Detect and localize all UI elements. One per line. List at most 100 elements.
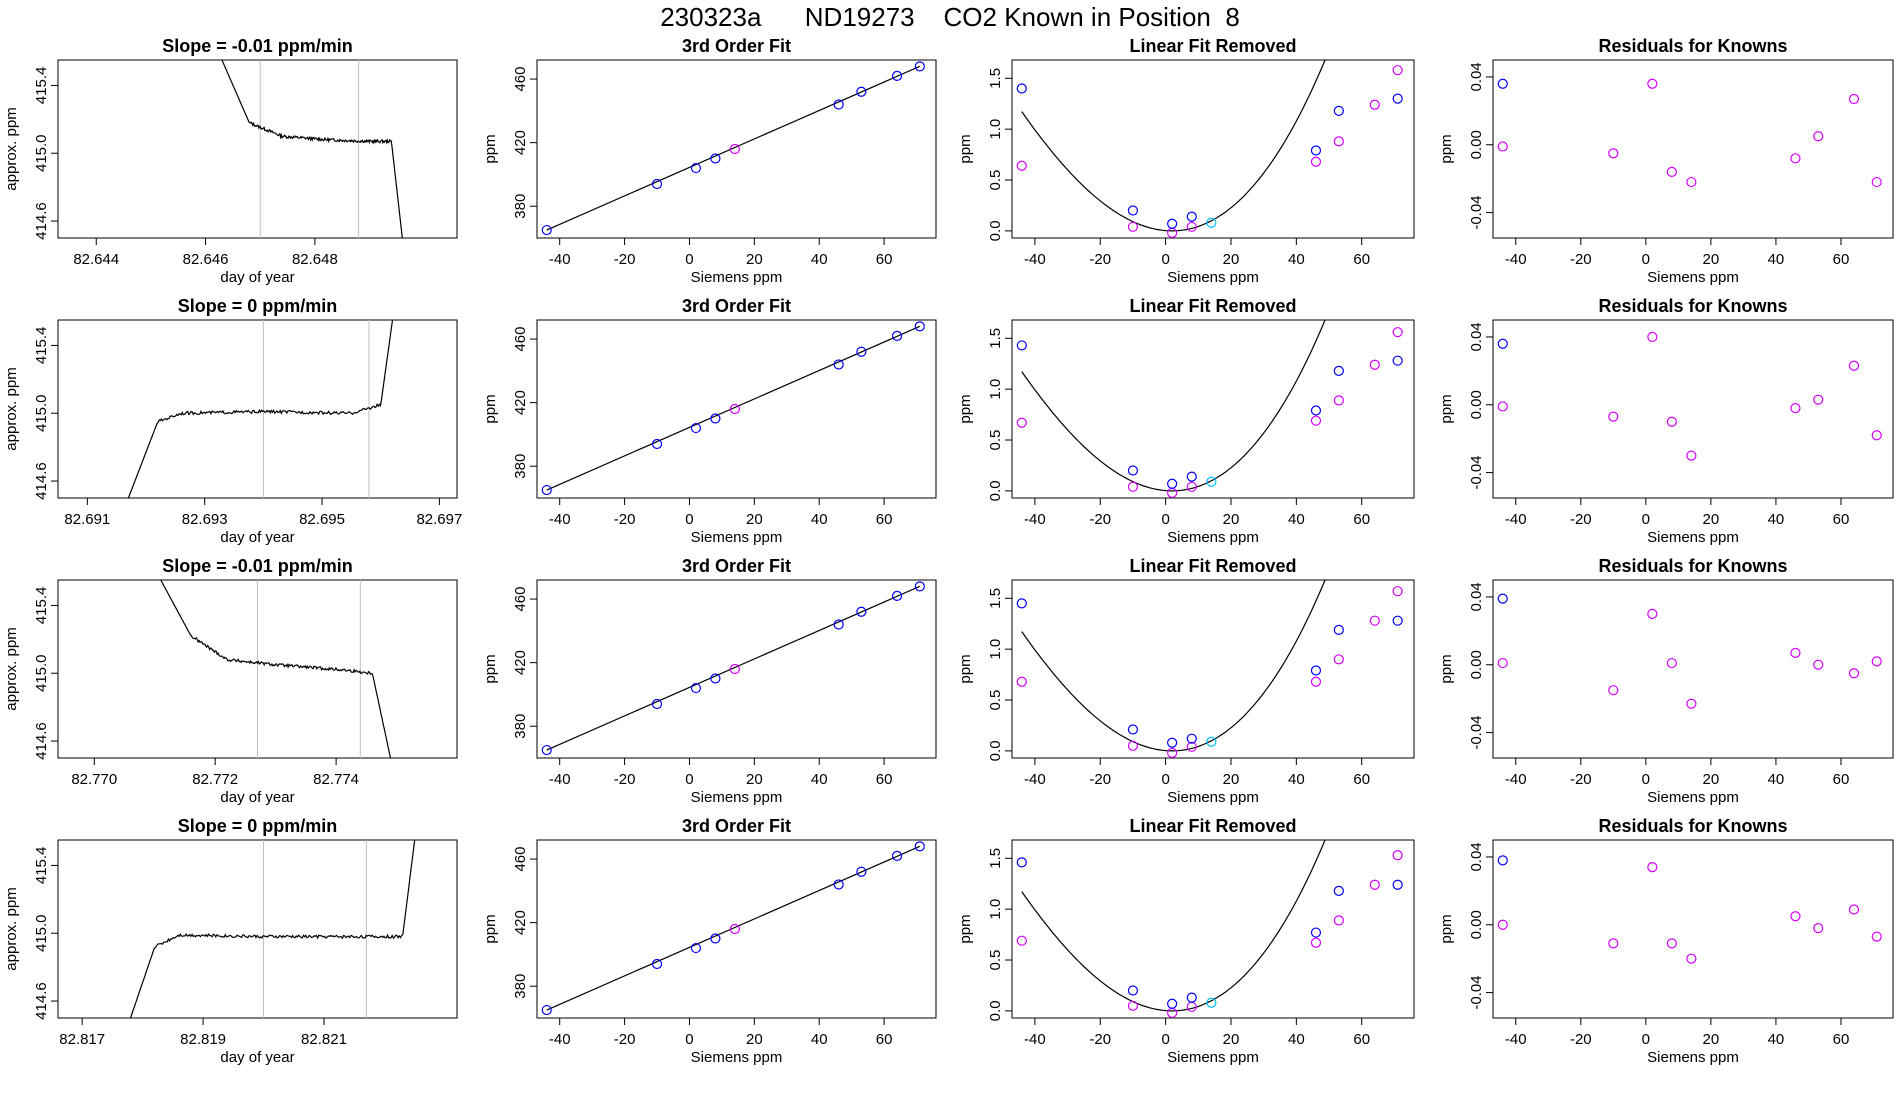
magenta-point	[1497, 141, 1508, 152]
y-tick-label: 0.04	[1468, 842, 1485, 871]
x-tick-label: 20	[1223, 251, 1240, 268]
panel-title: Slope = 0 ppm/min	[178, 296, 338, 316]
y-tick-label: 380	[512, 454, 529, 479]
x-tick-label: -20	[614, 251, 636, 268]
x-tick-label: 60	[1833, 251, 1850, 268]
magenta-point	[1333, 654, 1344, 665]
magenta-point	[1871, 656, 1882, 667]
magenta-point	[1167, 747, 1178, 759]
plot-frame	[536, 59, 937, 239]
y-tick-label: 0.5	[987, 430, 1004, 451]
panel-2-1: 3rd Order Fit -40 -20 0 20 40 60 Siemens ppm 380…	[482, 556, 937, 806]
panel-2-0: Slope = -0.01 ppm/min 82.770 82.772 82.774 d…	[3, 556, 458, 806]
y-axis-label: approx. ppm	[3, 107, 20, 190]
panel-title: Linear Fit Removed	[1129, 296, 1296, 316]
panel-0-0: Slope = -0.01 ppm/min 82.644 82.646 82.648d…	[3, 36, 458, 286]
y-axis-label: approx. ppm	[3, 887, 20, 970]
magenta-point	[1647, 78, 1658, 89]
y-tick-label: 460	[512, 67, 529, 92]
panel-title: Linear Fit Removed	[1129, 816, 1296, 836]
x-tick-label: 40	[1288, 771, 1305, 788]
x-tick-label: 82.644	[73, 251, 119, 268]
magenta-point	[1666, 416, 1677, 427]
y-tick-label: 1.5	[987, 848, 1004, 869]
page-title: 230323a ND19273 CO2 Known in Position 8	[660, 2, 1240, 32]
y-tick-label: 380	[512, 974, 529, 999]
cyan-point	[1206, 736, 1217, 747]
x-tick-label: -40	[1024, 511, 1046, 528]
x-tick-label: 20	[1703, 771, 1720, 788]
panel-0-3: Residuals for Knowns -40 -20 0 20 40 60 Siemens…	[1438, 36, 1894, 286]
x-tick-label: 82.693	[182, 511, 228, 528]
x-tick-label: 60	[1833, 1031, 1850, 1048]
x-tick-label: 20	[746, 511, 763, 528]
blue-point	[710, 153, 721, 164]
x-tick-label: 40	[811, 771, 828, 788]
blue-point	[690, 942, 702, 954]
blue-point	[690, 682, 702, 694]
y-tick-label: 1.0	[987, 899, 1004, 920]
magenta-point	[729, 923, 740, 935]
magenta-point	[1167, 487, 1178, 499]
magenta-point	[1813, 131, 1824, 142]
y-axis-label: ppm	[957, 654, 974, 683]
y-axis-label: ppm	[957, 914, 974, 943]
plot-frame	[1492, 839, 1894, 1019]
concentration-trace	[129, 840, 416, 1018]
plot-frame	[1492, 579, 1894, 759]
fit-line	[546, 325, 921, 491]
y-tick-label: 460	[512, 327, 529, 352]
plot-area	[1021, 580, 1326, 752]
panel-title: Residuals for Knowns	[1598, 296, 1787, 316]
blue-point	[651, 438, 663, 450]
x-tick-label: -40	[1024, 1031, 1046, 1048]
x-tick-label: 0	[1642, 511, 1650, 528]
magenta-point	[1392, 65, 1403, 76]
x-axis-label: day of year	[220, 529, 294, 546]
magenta-point	[1686, 176, 1697, 188]
y-tick-label: -0.04	[1468, 455, 1485, 489]
blue-point	[541, 484, 552, 496]
y-tick-label: 1.5	[987, 68, 1004, 89]
x-tick-label: 82.648	[292, 251, 338, 268]
x-tick-label: 0	[1161, 1031, 1169, 1048]
magenta-point	[1186, 1001, 1197, 1012]
magenta-point	[1310, 415, 1322, 426]
x-tick-label: 40	[811, 511, 828, 528]
magenta-point	[1608, 148, 1619, 159]
y-tick-label: 0.00	[1468, 910, 1485, 939]
x-axis-label: Siemens ppm	[691, 269, 783, 286]
plot-frame	[1011, 839, 1415, 1019]
y-axis-label: approx. ppm	[3, 367, 20, 450]
plot-area	[129, 840, 416, 1018]
panel-3-2: Linear Fit Removed -40 -20 0 20 40 60 Siemens p…	[957, 816, 1415, 1066]
y-tick-label: 0.04	[1468, 582, 1485, 611]
blue-point	[690, 162, 702, 174]
blue-point	[833, 879, 844, 890]
plot-area	[1021, 320, 1326, 492]
y-tick-label: 1.0	[987, 639, 1004, 660]
plot-area	[160, 580, 392, 758]
magenta-point	[1790, 403, 1801, 414]
fit-curve	[1021, 580, 1326, 752]
magenta-point	[1392, 850, 1403, 861]
magenta-point	[1310, 937, 1322, 948]
plot-frame	[57, 319, 458, 499]
blue-point	[914, 61, 925, 72]
y-tick-label: 0.00	[1468, 390, 1485, 419]
x-tick-label: -20	[614, 1031, 636, 1048]
panel-2-3: Residuals for Knowns -40 -20 0 20 40 60 Siemens…	[1438, 556, 1894, 806]
plot-frame	[57, 839, 458, 1019]
y-tick-label: 415.0	[33, 914, 50, 952]
plot-frame	[536, 579, 937, 759]
x-axis-label: Siemens ppm	[1167, 269, 1259, 286]
x-tick-label: 82.691	[64, 511, 110, 528]
x-tick-label: -40	[1505, 771, 1527, 788]
magenta-point	[1497, 401, 1508, 412]
y-axis-label: ppm	[482, 914, 499, 943]
magenta-point	[1686, 698, 1697, 709]
panel-title: 3rd Order Fit	[682, 816, 791, 836]
magenta-point	[1686, 953, 1697, 964]
blue-point	[891, 590, 903, 601]
x-tick-label: 82.695	[299, 511, 345, 528]
